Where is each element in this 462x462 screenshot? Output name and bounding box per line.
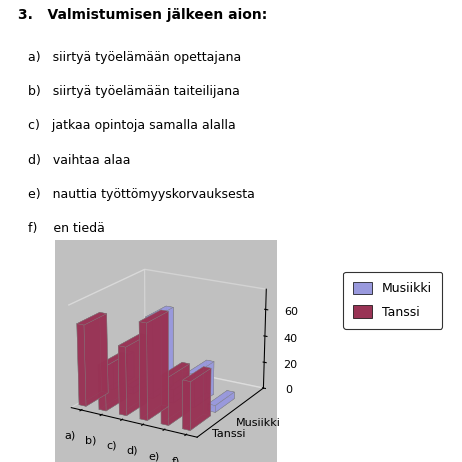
Text: f)    en tiedä: f) en tiedä bbox=[28, 222, 104, 235]
Text: 3.   Valmistumisen jälkeen aion:: 3. Valmistumisen jälkeen aion: bbox=[18, 8, 268, 22]
Text: c)   jatkaa opintoja samalla alalla: c) jatkaa opintoja samalla alalla bbox=[28, 120, 236, 133]
Text: a)   siirtyä työelämään opettajana: a) siirtyä työelämään opettajana bbox=[28, 51, 241, 64]
Text: d)   vaihtaa alaa: d) vaihtaa alaa bbox=[28, 154, 130, 167]
Text: e)   nauttia työttömyyskorvauksesta: e) nauttia työttömyyskorvauksesta bbox=[28, 188, 255, 201]
Legend: Musiikki, Tanssi: Musiikki, Tanssi bbox=[343, 272, 442, 329]
Text: b)   siirtyä työelämään taiteilijana: b) siirtyä työelämään taiteilijana bbox=[28, 85, 240, 98]
